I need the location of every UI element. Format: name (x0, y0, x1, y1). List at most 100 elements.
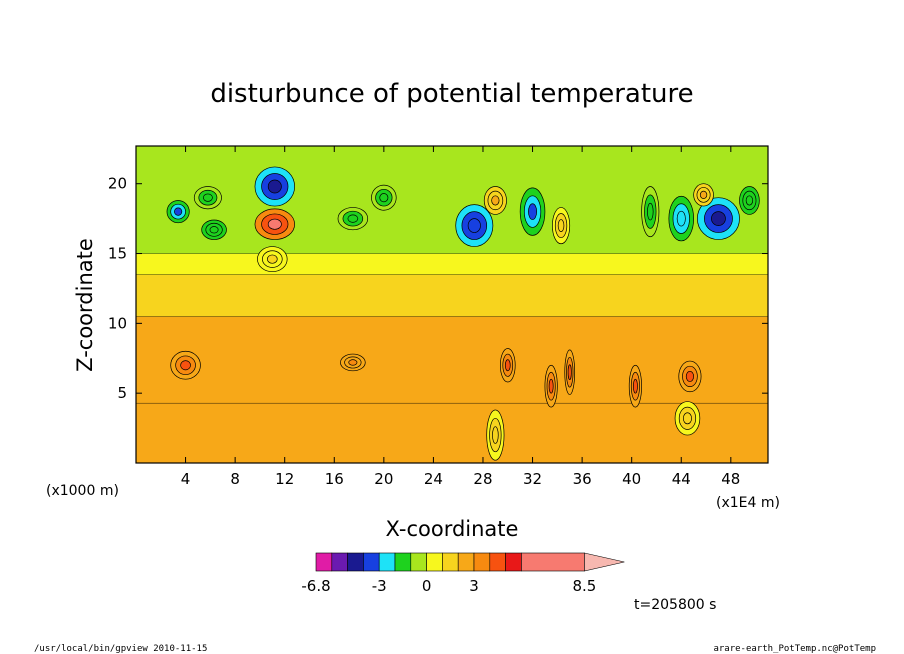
feature-16-ring-2 (745, 195, 754, 206)
colorbar-box-7 (426, 552, 443, 572)
feature-15 (693, 183, 714, 207)
feature-17-ring-2 (180, 360, 191, 371)
x-tick-label-9: 40 (622, 470, 641, 488)
y-tick-label-1: 10 (108, 314, 127, 332)
colorbar-box-13 (521, 552, 585, 572)
colorbar-box-6 (410, 552, 427, 572)
feature-3-ring-2 (174, 207, 183, 216)
feature-18-ring-2 (348, 359, 358, 366)
feature-11-ring-2 (557, 219, 565, 233)
feature-13 (668, 195, 694, 242)
x-axis-ticks: 4 8 12 16 20 24 28 32 36 40 44 48 (181, 146, 740, 488)
feature-12-ring-2 (647, 202, 654, 221)
feature-8 (455, 204, 494, 247)
feature-22 (628, 364, 642, 408)
feature-6 (337, 207, 369, 231)
x-axis-label: X-coordinate (386, 517, 519, 541)
feature-4-ring-2 (209, 226, 219, 234)
feature-0 (254, 208, 295, 240)
colorbar-box-5 (394, 552, 412, 572)
feature-10-ring-2 (528, 203, 538, 220)
feature-25-ring-2 (492, 426, 499, 444)
colorbar-labels: -6.8 -3 0 3 8.5 (301, 577, 596, 595)
chart-title: disturbunce of potential temperature (210, 79, 693, 109)
background-layer-4 (136, 146, 768, 254)
feature-14-ring-2 (711, 211, 726, 226)
y-axis-ticks: 5 10 15 20 (108, 175, 768, 402)
footer-left: /usr/local/bin/gpview 2010-11-15 (34, 644, 207, 654)
feature-7 (371, 184, 397, 211)
feature-2 (257, 246, 288, 273)
x-tick-label-6: 28 (473, 470, 492, 488)
contour-plot-area (136, 146, 768, 463)
colorbar-label-4: 8.5 (572, 577, 596, 595)
feature-7-ring-2 (379, 193, 389, 203)
colorbar-box-9 (457, 552, 475, 572)
colorbar-label-2: 0 (422, 577, 432, 595)
feature-9-ring-2 (491, 195, 500, 206)
feature-14 (697, 197, 740, 240)
y-tick-label-3: 20 (108, 175, 127, 193)
feature-20-ring-2 (548, 378, 554, 394)
y-tick-label-2: 15 (108, 245, 127, 263)
colorbar-box-11 (489, 552, 506, 572)
colorbar-box-8 (442, 552, 459, 572)
feature-9 (483, 186, 507, 215)
feature-18 (340, 353, 366, 372)
colorbar-label-1: -3 (372, 577, 387, 595)
colorbar-box-4 (378, 552, 396, 572)
x-tick-label-5: 24 (424, 470, 443, 488)
colorbar-box-1 (331, 552, 348, 572)
y-axis-label: Z-coordinate (73, 238, 97, 372)
background-layer-3 (136, 253, 768, 275)
x-tick-label-10: 44 (672, 470, 691, 488)
x-tick-label-8: 36 (573, 470, 592, 488)
x-tick-label-3: 16 (325, 470, 344, 488)
feature-16 (739, 186, 760, 215)
x-tick-label-1: 8 (230, 470, 240, 488)
colorbar-box-12 (505, 552, 522, 572)
background-layer-0 (136, 402, 768, 463)
x-tick-label-0: 4 (181, 470, 191, 488)
feature-24 (674, 401, 701, 436)
feature-4 (201, 219, 227, 240)
feature-11 (552, 207, 571, 245)
feature-10 (519, 187, 546, 236)
background-layer-2 (136, 274, 768, 317)
colorbar-box-2 (347, 552, 364, 572)
feature-1 (254, 166, 295, 207)
colorbar-box-10 (473, 552, 491, 572)
feature-21-ring-2 (567, 364, 572, 381)
x-tick-label-4: 20 (374, 470, 393, 488)
colorbar-box-3 (363, 552, 380, 572)
feature-22-ring-2 (632, 378, 638, 394)
background-layers (136, 146, 768, 463)
feature-21 (564, 349, 576, 395)
feature-2-ring-2 (267, 254, 278, 264)
feature-6-ring-2 (347, 214, 359, 223)
feature-20 (544, 364, 558, 408)
feature-19 (499, 348, 516, 383)
feature-15-ring-2 (699, 190, 708, 199)
x-tick-label-11: 48 (721, 470, 740, 488)
colorbar-box-0 (315, 552, 333, 572)
y-tick-label-0: 5 (117, 384, 127, 402)
colorbar (315, 552, 625, 572)
feature-5 (193, 186, 222, 210)
background-layer-1 (136, 316, 768, 403)
colorbar-extend-triangle (584, 552, 625, 572)
feature-19-ring-2 (504, 359, 511, 372)
time-label: t=205800 s (634, 597, 716, 613)
x-tick-label-7: 32 (523, 470, 542, 488)
feature-1-ring-2 (267, 179, 282, 194)
x-unit-left: (x1000 m) (46, 483, 119, 499)
footer-right: arare-earth_PotTemp.nc@PotTemp (713, 644, 876, 654)
feature-5-ring-2 (202, 193, 213, 202)
feature-17 (170, 350, 201, 380)
contour-features (166, 166, 760, 461)
colorbar-label-3: 3 (469, 577, 479, 595)
x-tick-label-2: 12 (275, 470, 294, 488)
feature-0-ring-2 (267, 218, 282, 230)
feature-13-ring-2 (676, 210, 686, 227)
